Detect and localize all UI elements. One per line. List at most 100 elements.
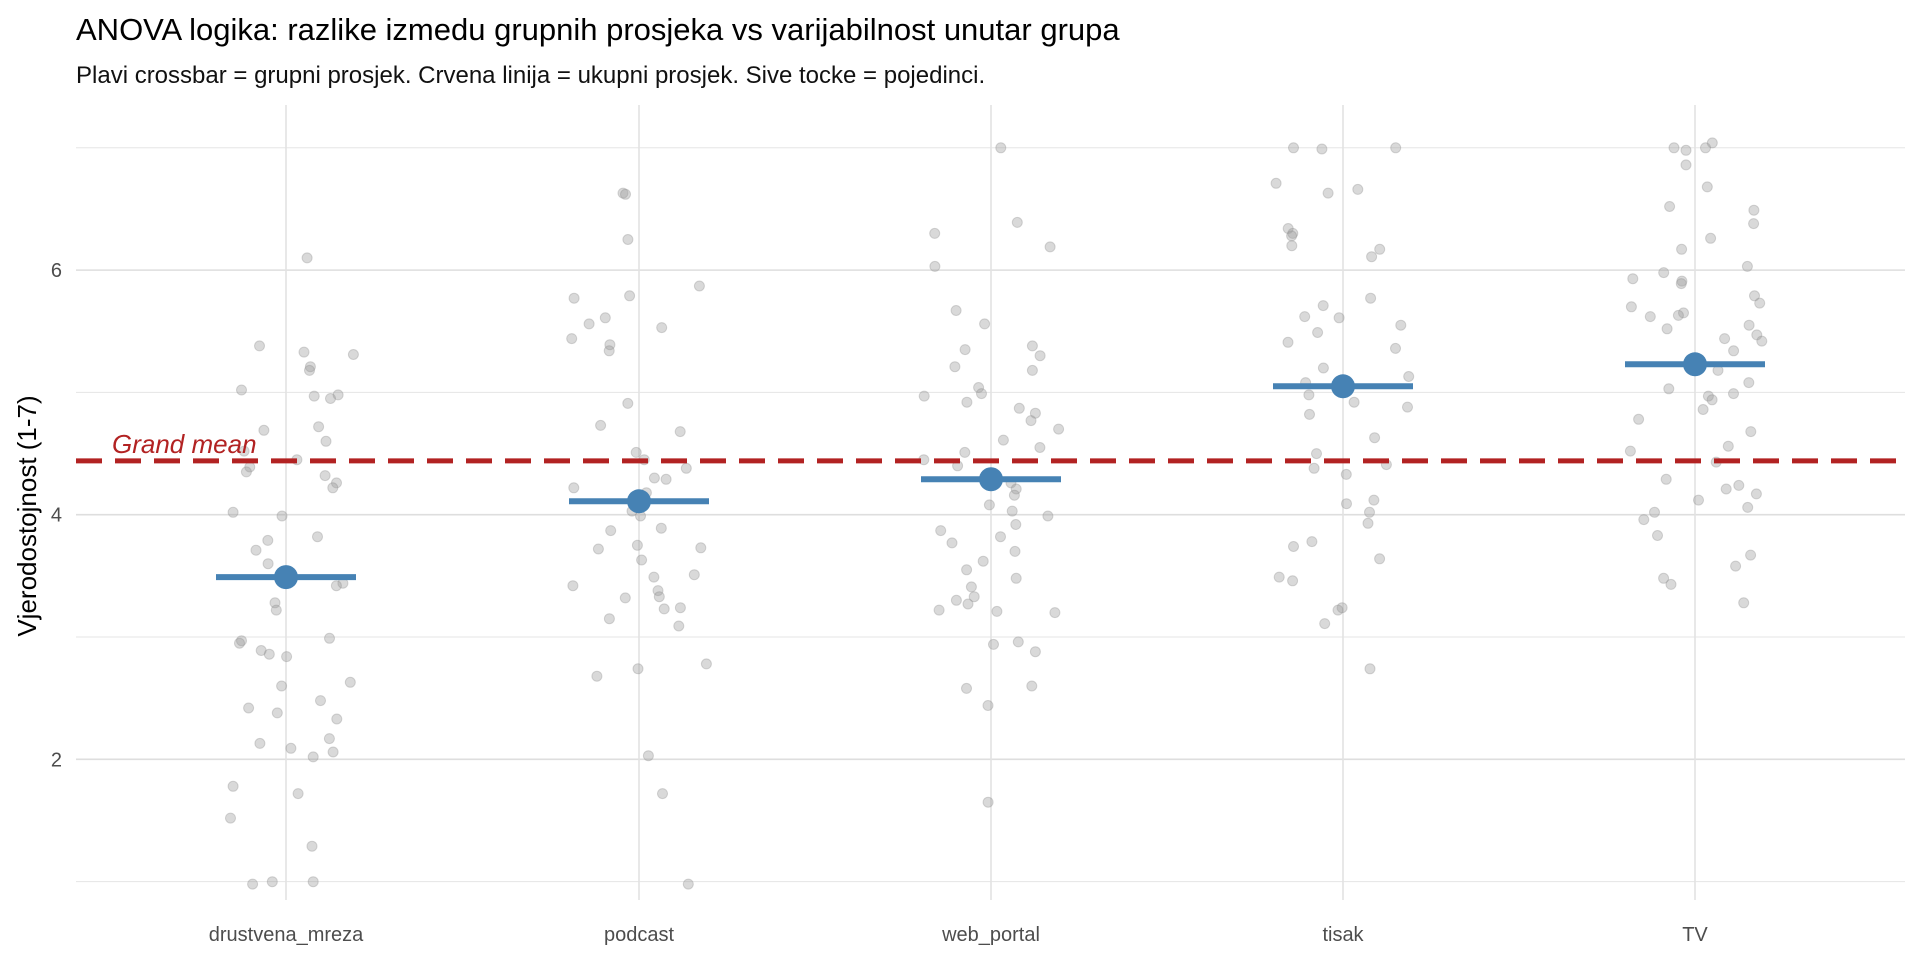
data-point-web_portal (977, 555, 989, 567)
data-point-drustvena_mreza (263, 648, 275, 660)
data-point-podcast (674, 602, 686, 614)
data-point-drustvena_mreza (332, 389, 344, 401)
group-mean-point-web_portal (979, 467, 1003, 492)
data-point-web_portal (1026, 364, 1038, 376)
data-point-TV (1743, 377, 1755, 389)
data-point-tisak (1286, 230, 1298, 242)
data-point-TV (1701, 181, 1713, 193)
data-point-web_portal (979, 318, 991, 330)
data-point-drustvena_mreza (298, 346, 310, 358)
data-point-TV (1680, 159, 1692, 171)
data-point-TV (1756, 335, 1768, 347)
data-point-web_portal (965, 581, 977, 593)
data-point-drustvena_mreza (269, 597, 281, 609)
data-point-web_portal (959, 446, 971, 458)
data-point-TV (1644, 311, 1656, 323)
data-point-drustvena_mreza (262, 534, 274, 546)
data-point-podcast (660, 473, 672, 485)
data-point-drustvena_mreza (250, 544, 262, 556)
data-point-drustvena_mreza (266, 876, 278, 888)
data-point-drustvena_mreza (324, 632, 335, 644)
data-point-drustvena_mreza (323, 733, 335, 745)
data-point-TV (1745, 426, 1757, 438)
data-point-web_portal (950, 594, 962, 606)
data-point-TV (1702, 390, 1714, 402)
data-point-TV (1730, 560, 1742, 572)
data-point-web_portal (973, 382, 985, 393)
data-point-tisak (1403, 371, 1415, 382)
data-point-tisak (1282, 223, 1294, 234)
data-point-tisak (1311, 448, 1322, 460)
data-point-drustvena_mreza (258, 424, 270, 436)
group-mean-point-tisak (1331, 374, 1355, 399)
data-point-tisak (1304, 408, 1315, 420)
data-point-tisak (1402, 401, 1413, 413)
data-point-podcast (630, 446, 642, 458)
data-point-podcast (648, 472, 660, 484)
data-point-tisak (1365, 292, 1377, 304)
data-point-web_portal (982, 796, 994, 808)
individual-points (225, 137, 1768, 890)
data-point-podcast (658, 603, 670, 615)
data-point-drustvena_mreza (236, 384, 247, 396)
data-point-drustvena_mreza (254, 340, 265, 352)
data-point-drustvena_mreza (255, 645, 267, 656)
data-point-TV (1751, 329, 1763, 341)
data-point-podcast (636, 554, 648, 566)
data-point-web_portal (959, 344, 971, 356)
data-point-TV (1676, 243, 1688, 255)
data-point-drustvena_mreza (281, 651, 293, 663)
data-point-drustvena_mreza (327, 746, 339, 758)
data-point-web_portal (1034, 442, 1046, 453)
data-point-web_portal (961, 682, 972, 694)
data-point-web_portal (983, 499, 995, 511)
data-point-web_portal (1025, 415, 1037, 427)
data-point-podcast (568, 482, 580, 494)
data-point-TV (1663, 383, 1675, 395)
data-point-drustvena_mreza (236, 635, 247, 647)
data-point-web_portal (997, 434, 1009, 446)
data-point-podcast (700, 658, 712, 670)
data-point-drustvena_mreza (325, 393, 336, 404)
data-point-web_portal (991, 605, 1003, 617)
data-point-TV (1678, 307, 1689, 319)
x-tick-label-web_portal: web_portal (941, 924, 1040, 946)
data-point-drustvena_mreza (331, 713, 343, 725)
data-point-drustvena_mreza (327, 482, 339, 494)
data-point-drustvena_mreza (315, 695, 326, 707)
data-point-TV (1661, 323, 1673, 335)
data-point-tisak (1306, 536, 1318, 548)
data-point-TV (1638, 514, 1650, 526)
data-point-web_portal (962, 598, 974, 610)
data-point-web_portal (1034, 350, 1046, 362)
data-point-web_portal (1013, 402, 1025, 414)
x-tick-label-podcast: podcast (604, 924, 674, 946)
data-point-tisak (1287, 575, 1299, 587)
data-point-tisak (1364, 663, 1376, 675)
data-point-tisak (1303, 389, 1315, 401)
data-point-TV (1748, 218, 1760, 230)
data-point-drustvena_mreza (308, 390, 320, 402)
data-point-web_portal (935, 525, 947, 537)
y-tick-label: 6 (51, 260, 62, 282)
group-mean-point-drustvena_mreza (274, 565, 298, 590)
data-point-podcast (680, 462, 692, 474)
data-point-drustvena_mreza (227, 780, 239, 792)
data-point-drustvena_mreza (313, 421, 325, 433)
y-tick-label: 2 (51, 749, 62, 771)
data-point-TV (1700, 142, 1711, 154)
data-point-drustvena_mreza (307, 751, 319, 763)
data-point-podcast (595, 419, 607, 431)
data-point-drustvena_mreza (225, 812, 236, 824)
data-point-drustvena_mreza (304, 361, 316, 373)
data-point-TV (1733, 479, 1745, 491)
data-point-TV (1743, 319, 1755, 331)
data-point-web_portal (1029, 407, 1041, 419)
data-point-podcast (674, 426, 686, 438)
data-point-TV (1664, 201, 1676, 212)
data-point-web_portal (1011, 216, 1023, 228)
data-point-TV (1624, 445, 1636, 457)
data-point-tisak (1312, 327, 1324, 338)
data-point-drustvena_mreza (312, 531, 323, 543)
data-point-drustvena_mreza (227, 506, 239, 518)
